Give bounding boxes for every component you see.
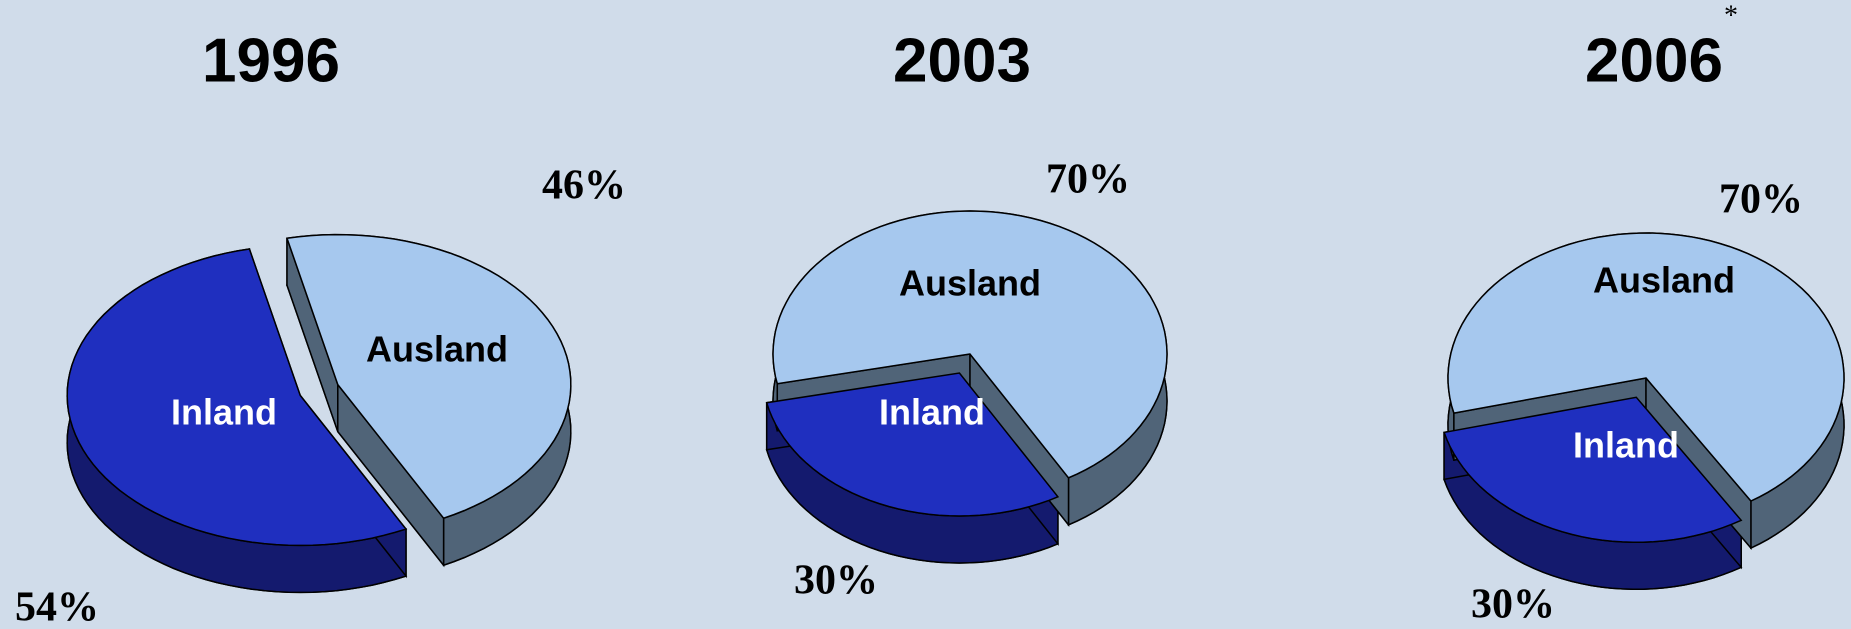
slice <box>1443 396 1743 544</box>
slice <box>66 248 408 547</box>
slice-label: Ausland <box>1593 260 1735 301</box>
chart-title: 1996 <box>202 26 340 95</box>
slice-label: Inland <box>879 392 985 433</box>
slice-label: Ausland <box>899 263 1041 304</box>
slice <box>765 372 1060 517</box>
chart-title: 2003 <box>893 26 1031 95</box>
value-label: 70% <box>1046 157 1130 203</box>
slice-label: Inland <box>171 392 277 433</box>
slice <box>285 233 572 520</box>
value-label: 54% <box>15 585 99 629</box>
value-label: 46% <box>542 163 626 209</box>
slice <box>772 210 1168 479</box>
chart-title: 2006 <box>1585 26 1723 95</box>
annotation: * <box>1724 0 1738 31</box>
slice-label: Inland <box>1573 425 1679 466</box>
value-label: 30% <box>794 558 878 604</box>
slice <box>1447 232 1845 502</box>
value-label: 70% <box>1719 177 1803 223</box>
value-label: 30% <box>1471 582 1555 628</box>
slice-label: Ausland <box>366 329 508 370</box>
